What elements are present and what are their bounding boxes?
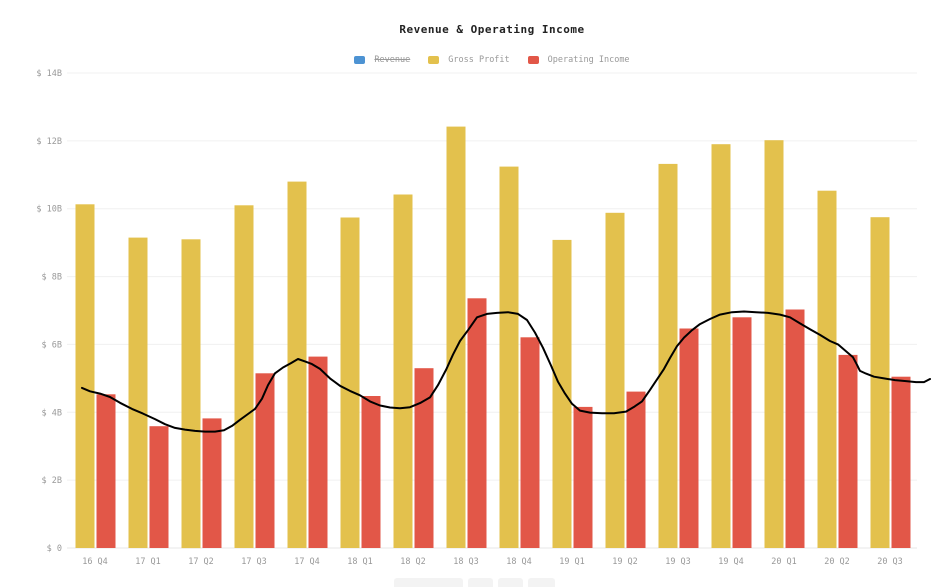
- operating-income-bar: [838, 354, 858, 548]
- x-axis-label: 18 Q3: [453, 557, 479, 567]
- legend-item-operating-income[interactable]: Operating Income: [527, 55, 630, 65]
- overlay-line: [81, 310, 931, 433]
- footer-button-1[interactable]: [468, 578, 493, 587]
- y-tick-label: $ 0: [47, 544, 62, 554]
- operating-income-bar: [361, 396, 381, 548]
- operating-income-bar: [520, 337, 540, 548]
- legend-swatch-revenue: [354, 56, 366, 64]
- gross-profit-bar: [658, 163, 678, 548]
- y-tick-label: $ 2B: [42, 476, 62, 486]
- footer-button-2[interactable]: [498, 578, 523, 587]
- legend-swatch-operating-income: [527, 56, 539, 64]
- x-axis-label: 19 Q2: [612, 557, 638, 567]
- operating-income-bar: [96, 394, 116, 548]
- x-axis-label: 18 Q1: [347, 557, 373, 567]
- operating-income-bar: [308, 356, 328, 548]
- legend-label-gross-profit: Gross Profit: [448, 55, 510, 65]
- legend-swatch-gross-profit: [428, 56, 440, 64]
- gross-profit-bar: [287, 181, 307, 548]
- y-tick-label: $ 8B: [42, 273, 62, 283]
- x-axis-label: 19 Q1: [559, 557, 585, 567]
- gross-profit-bar: [75, 204, 95, 549]
- x-axis-label: 20 Q3: [877, 557, 903, 567]
- legend-item-revenue[interactable]: Revenue: [354, 55, 410, 65]
- gross-profit-bar: [340, 217, 360, 548]
- operating-income-bar: [202, 418, 222, 548]
- x-axis-label: 20 Q1: [771, 557, 797, 567]
- gross-profit-bar: [870, 217, 890, 548]
- gross-profit-bar: [764, 140, 784, 548]
- x-axis-label: 19 Q3: [665, 557, 691, 567]
- y-tick-label: $ 6B: [42, 340, 62, 350]
- gross-profit-bar: [605, 212, 625, 549]
- operating-income-bar: [414, 368, 434, 548]
- operating-income-bar: [732, 317, 752, 548]
- operating-income-bar: [573, 406, 593, 548]
- legend: Revenue Gross Profit Operating Income: [67, 53, 917, 67]
- operating-income-bar: [626, 391, 646, 548]
- x-axis-label: 20 Q2: [824, 557, 850, 567]
- legend-label-revenue: Revenue: [374, 55, 411, 65]
- y-tick-label: $ 14B: [36, 69, 62, 79]
- x-axis-label: 17 Q1: [135, 557, 161, 567]
- chart-title: Revenue & Operating Income: [399, 23, 585, 36]
- gross-profit-bar: [711, 144, 731, 548]
- footer-button-wide[interactable]: [394, 578, 463, 587]
- legend-item-gross-profit[interactable]: Gross Profit: [428, 55, 510, 65]
- x-axis-label: 17 Q2: [188, 557, 214, 567]
- y-tick-label: $ 10B: [36, 205, 62, 215]
- gross-profit-bar: [446, 126, 466, 548]
- gross-profit-bar: [499, 166, 519, 548]
- legend-label-operating-income: Operating Income: [547, 55, 630, 65]
- x-axis-label: 19 Q4: [718, 557, 744, 567]
- y-tick-label: $ 4B: [42, 408, 62, 418]
- x-axis-label: 18 Q2: [400, 557, 426, 567]
- operating-income-bar: [467, 298, 487, 548]
- gross-profit-bar: [181, 239, 201, 549]
- gross-profit-bar: [128, 237, 148, 548]
- footer-button-3[interactable]: [528, 578, 555, 587]
- x-axis-label: 17 Q4: [294, 557, 320, 567]
- y-tick-label: $ 12B: [36, 137, 62, 147]
- operating-income-bar: [679, 328, 699, 548]
- x-axis-label: 18 Q4: [506, 557, 532, 567]
- x-axis-label: 16 Q4: [82, 557, 108, 567]
- operating-income-bar: [891, 376, 911, 548]
- operating-income-bar: [149, 426, 169, 548]
- gross-profit-bar: [234, 205, 254, 549]
- gross-profit-bar: [817, 190, 837, 548]
- gross-profit-bar: [552, 239, 572, 548]
- operating-income-bar: [255, 373, 275, 548]
- gross-profit-bar: [393, 194, 413, 548]
- x-axis-label: 17 Q3: [241, 557, 267, 567]
- operating-income-bar: [785, 309, 805, 548]
